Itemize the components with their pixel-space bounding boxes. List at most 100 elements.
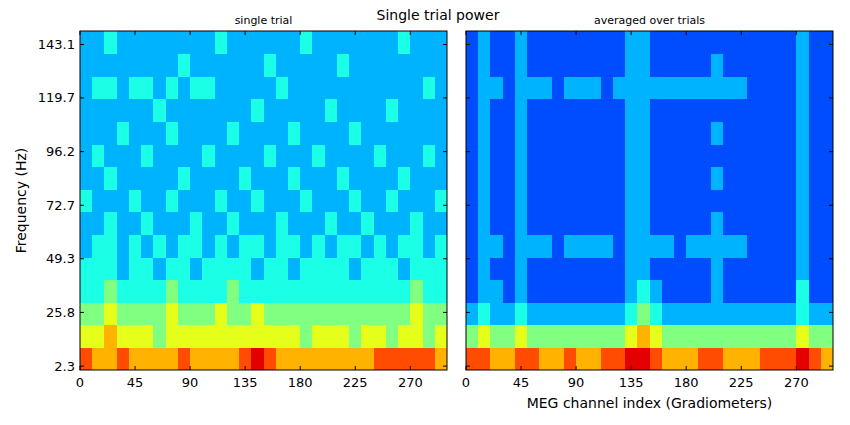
heatmap-cell: [423, 325, 436, 348]
heatmap-cell: [104, 189, 117, 212]
heatmap-cell: [601, 76, 614, 99]
heatmap-cell: [361, 144, 374, 167]
heatmap-cell: [796, 76, 809, 99]
heatmap-cell: [723, 99, 736, 122]
heatmap-cell: [466, 144, 479, 167]
heatmap-cell: [821, 54, 833, 77]
heatmap-cell: [80, 257, 93, 280]
heatmap-cell: [650, 280, 663, 303]
heatmap-cell: [515, 234, 528, 257]
heatmap-cell: [312, 144, 325, 167]
heatmap-cell: [264, 325, 277, 348]
heatmap-cell: [711, 280, 724, 303]
heatmap-cell: [527, 257, 540, 280]
heatmap-cell: [361, 167, 374, 190]
heatmap-cell: [601, 302, 614, 325]
heatmap-cell: [552, 189, 565, 212]
heatmap-cell: [686, 234, 699, 257]
heatmap-cell: [588, 257, 601, 280]
heatmap-cell: [202, 212, 215, 235]
heatmap-cell: [674, 31, 687, 54]
heatmap-cell: [662, 325, 675, 348]
heatmap-cell: [215, 347, 228, 370]
heatmap-cell: [410, 280, 423, 303]
heatmap-cell: [674, 76, 687, 99]
heatmap-cell: [515, 54, 528, 77]
heatmap-cell: [178, 347, 191, 370]
heatmap-cell: [386, 325, 399, 348]
heatmap-cell: [601, 54, 614, 77]
heatmap-cell: [239, 54, 252, 77]
heatmap-cell: [398, 76, 411, 99]
heatmap-cell: [711, 31, 724, 54]
heatmap-cell: [796, 121, 809, 144]
heatmap-cell: [398, 257, 411, 280]
heatmap-cell: [613, 280, 626, 303]
heatmap-cell: [251, 54, 264, 77]
heatmap-cell: [80, 189, 93, 212]
heatmap-cell: [92, 31, 105, 54]
heatmap-cell: [398, 325, 411, 348]
heatmap-cell: [92, 189, 105, 212]
heatmap-cell: [117, 76, 130, 99]
heatmap-cell: [747, 280, 760, 303]
heatmap-cell: [325, 302, 338, 325]
heatmap-cell: [276, 99, 289, 122]
heatmap-cell: [239, 144, 252, 167]
heatmap-cell: [129, 76, 142, 99]
heatmap-cell: [141, 280, 154, 303]
heatmap-cell: [423, 121, 436, 144]
heatmap-cell: [129, 280, 142, 303]
heatmap-cell: [276, 76, 289, 99]
heatmap-cell: [588, 31, 601, 54]
heatmap-cell: [80, 212, 93, 235]
heatmap-cell: [153, 99, 166, 122]
heatmap-cell: [784, 302, 797, 325]
heatmap-cell: [478, 144, 491, 167]
heatmap-cell: [686, 189, 699, 212]
y-tick-label: 143.1: [38, 37, 75, 52]
heatmap-cell: [552, 54, 565, 77]
heatmap-cell: [300, 144, 313, 167]
heatmap-cell: [539, 54, 552, 77]
heatmap-cell: [686, 280, 699, 303]
heatmap-cell: [264, 212, 277, 235]
heatmap-cell: [564, 212, 577, 235]
heatmap-cell: [117, 212, 130, 235]
heatmap-cell: [349, 121, 362, 144]
heatmap-cell: [711, 76, 724, 99]
heatmap-cell: [674, 325, 687, 348]
heatmap-cell: [361, 280, 374, 303]
heatmap-cell: [80, 99, 93, 122]
heatmap-cell: [625, 234, 638, 257]
heatmap-cell: [264, 302, 277, 325]
heatmap-cell: [527, 302, 540, 325]
heatmap-cell: [239, 280, 252, 303]
heatmap-cell: [227, 325, 240, 348]
heatmap-cell: [227, 54, 240, 77]
heatmap-cell: [215, 302, 228, 325]
heatmap-cell: [637, 99, 650, 122]
x-tick: [796, 31, 797, 35]
heatmap-cell: [735, 280, 748, 303]
heatmap-cell: [650, 234, 663, 257]
y-tick: [443, 312, 447, 313]
heatmap-cell: [601, 347, 614, 370]
heatmap-cell: [490, 212, 503, 235]
heatmap-cell: [435, 31, 447, 54]
heatmap-cell: [337, 121, 350, 144]
heatmap-cell: [772, 234, 785, 257]
heatmap-cell: [374, 99, 387, 122]
heatmap-cell: [747, 212, 760, 235]
heatmap-cell: [312, 234, 325, 257]
heatmap-cell: [637, 76, 650, 99]
heatmap-cell: [625, 144, 638, 167]
heatmap-cell: [129, 212, 142, 235]
heatmap-cell: [760, 121, 773, 144]
heatmap-cell: [576, 31, 589, 54]
heatmap-cell: [215, 257, 228, 280]
heatmap-cell: [735, 257, 748, 280]
heatmap-cell: [104, 234, 117, 257]
heatmap-cell: [337, 31, 350, 54]
heatmap-cell: [80, 280, 93, 303]
